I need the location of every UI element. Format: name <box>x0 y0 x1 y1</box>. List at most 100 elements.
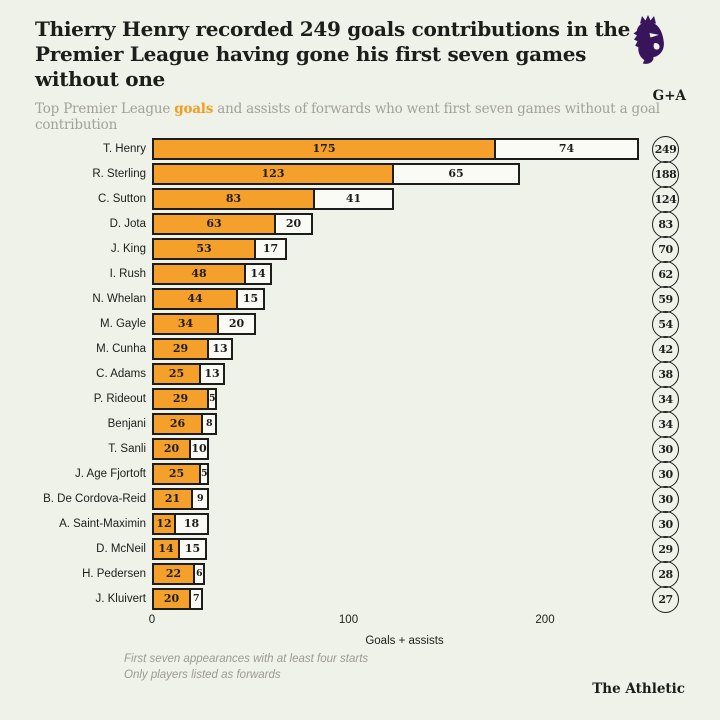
goals-segment: 20 <box>152 438 191 460</box>
total-ga-badge: 30 <box>652 486 679 513</box>
assists-segment: 7 <box>189 588 203 610</box>
chart-row: B. De Cordova-Reid 21 9 30 <box>0 486 720 513</box>
assists-segment: 13 <box>207 338 233 360</box>
stacked-bar: 25 13 <box>152 363 225 385</box>
player-name-label: T. Sanli <box>108 443 146 455</box>
chart-row: C. Adams 25 13 38 <box>0 361 720 388</box>
goals-segment: 12 <box>152 513 176 535</box>
footnote-2: Only players listed as forwards <box>124 669 281 681</box>
player-name-label: R. Sterling <box>92 168 146 180</box>
chart-row: H. Pedersen 22 6 28 <box>0 561 720 588</box>
stacked-bar: 21 9 <box>152 488 209 510</box>
chart-row: A. Saint-Maximin 12 18 30 <box>0 511 720 538</box>
stacked-bar: 14 15 <box>152 538 207 560</box>
player-name-label: P. Rideout <box>93 393 146 405</box>
header: Thierry Henry recorded 249 goals contrib… <box>35 17 685 133</box>
player-name-label: Benjani <box>107 418 146 430</box>
chart-row: D. Jota 63 20 83 <box>0 211 720 238</box>
assists-segment: 13 <box>199 363 225 385</box>
assists-segment: 6 <box>193 563 205 585</box>
chart-row: M. Cunha 29 13 42 <box>0 336 720 363</box>
stacked-bar: 12 18 <box>152 513 209 535</box>
total-ga-badge: 30 <box>652 511 679 538</box>
chart-row: J. King 53 17 70 <box>0 236 720 263</box>
total-ga-badge: 30 <box>652 436 679 463</box>
goals-segment: 48 <box>152 263 246 285</box>
total-ga-badge: 54 <box>652 311 679 338</box>
stacked-bar: 25 5 <box>152 463 209 485</box>
chart-row: Benjani 26 8 34 <box>0 411 720 438</box>
goals-segment: 25 <box>152 363 201 385</box>
chart-row: T. Sanli 20 10 30 <box>0 436 720 463</box>
chart-row: R. Sterling 123 65 188 <box>0 161 720 188</box>
stacked-bar: 48 14 <box>152 263 272 285</box>
player-name-label: A. Saint-Maximin <box>59 518 146 530</box>
total-ga-badge: 29 <box>652 536 679 563</box>
stacked-bar: 29 13 <box>152 338 233 360</box>
total-ga-badge: 34 <box>652 411 679 438</box>
assists-segment: 5 <box>207 388 217 410</box>
title-line-1: Thierry Henry recorded 249 goals contrib… <box>35 17 631 41</box>
assists-segment: 8 <box>201 413 217 435</box>
assists-segment: 74 <box>494 138 639 160</box>
assists-segment: 9 <box>191 488 209 510</box>
stacked-bar-chart: T. Henry 175 74 249 R. Sterling 123 65 188 C. Su… <box>0 136 720 658</box>
goals-segment: 83 <box>152 188 315 210</box>
stacked-bar: 29 5 <box>152 388 217 410</box>
stacked-bar: 53 17 <box>152 238 287 260</box>
player-name-label: C. Sutton <box>98 193 146 205</box>
stacked-bar: 20 7 <box>152 588 203 610</box>
stacked-bar: 63 20 <box>152 213 313 235</box>
player-name-label: B. De Cordova-Reid <box>43 493 146 505</box>
goals-segment: 53 <box>152 238 256 260</box>
total-ga-badge: 27 <box>652 586 679 613</box>
footnote-1: First seven appearances with at least fo… <box>124 653 369 665</box>
total-ga-badge: 70 <box>652 236 679 263</box>
player-name-label: J. Kluivert <box>95 593 147 605</box>
chart-title: Thierry Henry recorded 249 goals contrib… <box>35 17 635 92</box>
stacked-bar: 20 10 <box>152 438 209 460</box>
goals-segment: 123 <box>152 163 394 185</box>
x-axis-tick: 200 <box>535 614 555 626</box>
total-ga-badge: 59 <box>652 286 679 313</box>
footnotes: First seven appearances with at least fo… <box>124 651 368 683</box>
stacked-bar: 26 8 <box>152 413 217 435</box>
stacked-bar: 83 41 <box>152 188 394 210</box>
chart-row: I. Rush 48 14 62 <box>0 261 720 288</box>
assists-segment: 5 <box>199 463 209 485</box>
player-name-label: M. Cunha <box>96 343 146 355</box>
goals-segment: 25 <box>152 463 201 485</box>
goals-segment: 29 <box>152 338 209 360</box>
chart-row: T. Henry 175 74 249 <box>0 136 720 163</box>
player-name-label: I. Rush <box>109 268 146 280</box>
total-ga-badge: 34 <box>652 386 679 413</box>
total-ga-badge: 30 <box>652 461 679 488</box>
assists-segment: 15 <box>178 538 207 560</box>
stacked-bar: 44 15 <box>152 288 265 310</box>
premier-league-lion-icon <box>633 15 664 64</box>
title-line-2: Premier League having gone his first sev… <box>35 42 587 91</box>
total-ga-badge: 42 <box>652 336 679 363</box>
goals-segment: 26 <box>152 413 203 435</box>
x-axis-tick: 100 <box>338 614 359 626</box>
assists-segment: 65 <box>392 163 520 185</box>
stacked-bar: 34 20 <box>152 313 256 335</box>
assists-segment: 20 <box>274 213 313 235</box>
chart-row: J. Age Fjortoft 25 5 30 <box>0 461 720 488</box>
total-ga-badge: 188 <box>652 161 679 188</box>
subtitle-suffix: and assists of forwards who went first s… <box>35 101 660 133</box>
assists-segment: 41 <box>313 188 394 210</box>
goals-segment: 21 <box>152 488 193 510</box>
x-axis-label: Goals + assists <box>365 635 444 647</box>
stacked-bar: 123 65 <box>152 163 520 185</box>
assists-segment: 14 <box>244 263 272 285</box>
assists-segment: 10 <box>189 438 209 460</box>
x-axis: 0 100 200 <box>149 614 652 628</box>
total-ga-badge: 38 <box>652 361 679 388</box>
player-name-label: T. Henry <box>103 143 146 155</box>
chart-row: N. Whelan 44 15 59 <box>0 286 720 313</box>
chart-row: C. Sutton 83 41 124 <box>0 186 720 213</box>
chart-row: J. Kluivert 20 7 27 <box>0 586 720 613</box>
goals-segment: 22 <box>152 563 195 585</box>
total-ga-badge: 62 <box>652 261 679 288</box>
